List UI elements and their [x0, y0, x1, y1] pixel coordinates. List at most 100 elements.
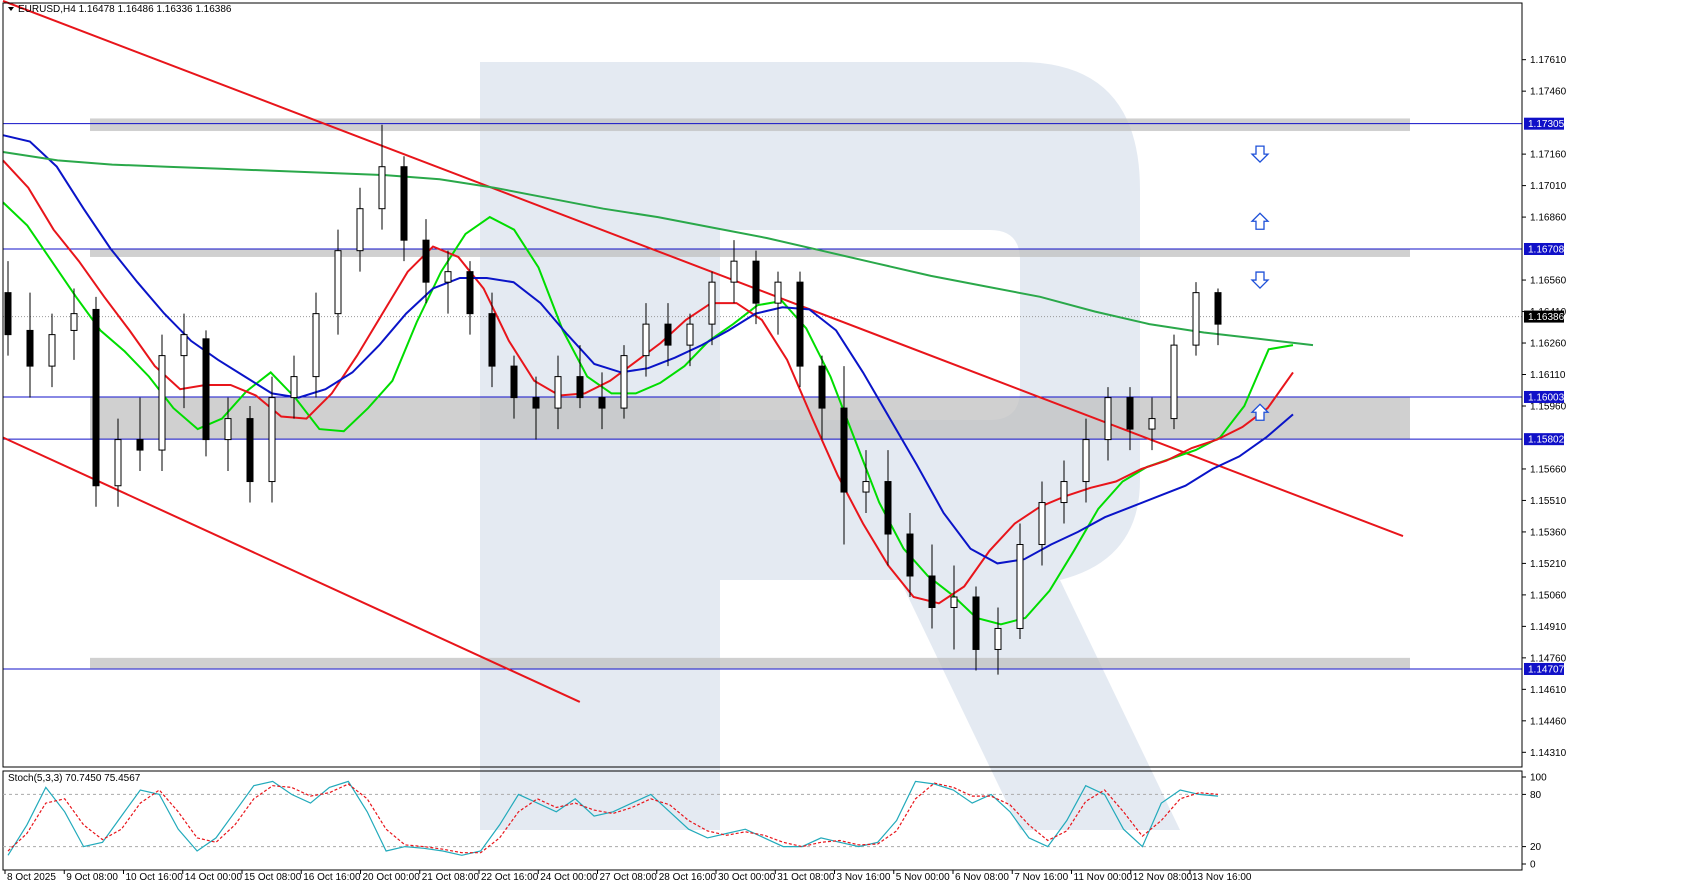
candle-body: [598, 397, 606, 409]
level-tag-label: 1.17305: [1528, 119, 1565, 130]
candle-body: [928, 575, 936, 608]
x-tick-label: 9 Oct 08:00: [66, 872, 118, 881]
candle-body: [708, 281, 716, 325]
candle-body: [532, 397, 540, 409]
x-tick-label: 13 Nov 16:00: [1192, 872, 1252, 881]
candle-body: [774, 281, 782, 304]
level-tag-bg: [1524, 242, 1564, 255]
y-tick-label: 1.15510: [1530, 496, 1567, 507]
stoch-signal-line: [7, 782, 1219, 854]
candle-body: [994, 627, 1002, 650]
candle-body: [1192, 292, 1200, 346]
candle-body: [730, 260, 738, 283]
symbol-info: EURUSD,H4 1.16478 1.16486 1.16336 1.1638…: [18, 4, 232, 15]
y-tick-label: 1.15660: [1530, 464, 1567, 475]
zone-3: [90, 657, 1410, 669]
candle-body: [1038, 502, 1046, 546]
level-tag-bg: [1524, 433, 1564, 446]
candle-body: [972, 596, 980, 650]
x-tick-label: 28 Oct 16:00: [659, 872, 717, 881]
ma-long: [2, 151, 1314, 347]
candle-body: [1016, 544, 1024, 629]
candle-body: [114, 439, 122, 487]
y-tick-label: 1.14760: [1530, 653, 1567, 664]
candle-body: [92, 308, 100, 487]
candle-body: [1104, 397, 1112, 441]
candle-body: [312, 313, 320, 378]
y-tick-label: 1.15060: [1530, 590, 1567, 601]
candle-body: [642, 323, 650, 357]
arrow-up-icon: [1250, 212, 1270, 230]
y-tick-label: 1.15210: [1530, 559, 1567, 570]
candle-body: [224, 418, 232, 441]
zone-1: [90, 248, 1410, 257]
x-tick-label: 10 Oct 16:00: [126, 872, 184, 881]
candle-body: [906, 533, 914, 577]
arrow-down-icon: [1250, 145, 1270, 164]
stoch-y-tick-label: 80: [1530, 790, 1542, 801]
stoch-main-line: [7, 780, 1219, 856]
y-tick-label: 1.14610: [1530, 685, 1567, 696]
x-tick-label: 12 Nov 08:00: [1133, 872, 1193, 881]
y-tick-label: 1.17610: [1530, 55, 1567, 66]
stoch-y-tick-label: 100: [1530, 773, 1547, 784]
y-tick-label: 1.17460: [1530, 87, 1567, 98]
candle-body: [158, 355, 166, 451]
candle-body: [422, 239, 430, 283]
candle-body: [180, 334, 188, 357]
zone-2: [90, 397, 1410, 440]
level-tag-label: 1.16003: [1528, 392, 1565, 403]
signal-arrows: [1250, 145, 1270, 421]
candle-body: [400, 166, 408, 241]
candle-body: [884, 481, 892, 535]
ma-blue: [2, 134, 1294, 565]
candle-body: [48, 334, 56, 367]
candle-body: [664, 323, 672, 346]
candle-body: [752, 260, 760, 304]
zone-0: [90, 118, 1410, 132]
collapse-triangle-icon[interactable]: [8, 7, 14, 11]
time-axis: 8 Oct 2025 9 Oct 08:00 10 Oct 16:00 14 Oct …: [4, 870, 1252, 881]
candle-body: [378, 166, 386, 210]
arrow-up-icon: [1250, 403, 1270, 421]
x-tick-label: 16 Oct 16:00: [303, 872, 361, 881]
candle-body: [1082, 439, 1090, 483]
y-tick-label: 1.16860: [1530, 213, 1567, 224]
y-tick-label: 1.14910: [1530, 622, 1567, 633]
candle-body: [488, 313, 496, 367]
level-tag-bg: [1524, 390, 1564, 403]
x-tick-label: 6 Nov 08:00: [955, 872, 1009, 881]
level-tag-bg: [1524, 662, 1564, 675]
support-resistance-zones: [90, 118, 1410, 669]
x-tick-label: 3 Nov 16:00: [837, 872, 891, 881]
x-tick-label: 31 Oct 08:00: [777, 872, 835, 881]
current-price-tag-bg: [1524, 310, 1564, 323]
price-tags: 1.17305 1.16708 1.16003 1.15802 1.14707 1.163…: [1524, 117, 1565, 675]
ma-green: [2, 201, 1294, 626]
x-tick-label: 14 Oct 00:00: [185, 872, 243, 881]
candle-body: [26, 329, 34, 367]
moving-averages: [2, 134, 1314, 626]
candle-body: [510, 365, 518, 399]
current-price-tag-label: 1.16386: [1528, 312, 1565, 323]
level-tag-label: 1.15802: [1528, 435, 1565, 446]
candle-body: [554, 376, 562, 409]
candle-body: [686, 323, 694, 346]
y-tick-label: 1.17160: [1530, 150, 1567, 161]
level-tag-label: 1.14707: [1528, 664, 1565, 675]
x-tick-label: 8 Oct 2025: [7, 872, 56, 881]
y-tick-label: 1.14460: [1530, 716, 1567, 727]
stoch-axis: 100 80 20 0: [1522, 773, 1547, 871]
level-tag-label: 1.16708: [1528, 244, 1565, 255]
y-tick-label: 1.16110: [1530, 370, 1566, 381]
candle-body: [4, 292, 12, 336]
candle-body: [70, 313, 78, 331]
candle-body: [444, 271, 452, 283]
candle-body: [246, 418, 254, 483]
level-tag-bg: [1524, 117, 1564, 130]
candle-body: [620, 355, 628, 409]
y-tick-label: 1.16260: [1530, 339, 1567, 350]
stoch-frame: [2, 770, 1523, 871]
candlesticks: [4, 124, 1222, 675]
